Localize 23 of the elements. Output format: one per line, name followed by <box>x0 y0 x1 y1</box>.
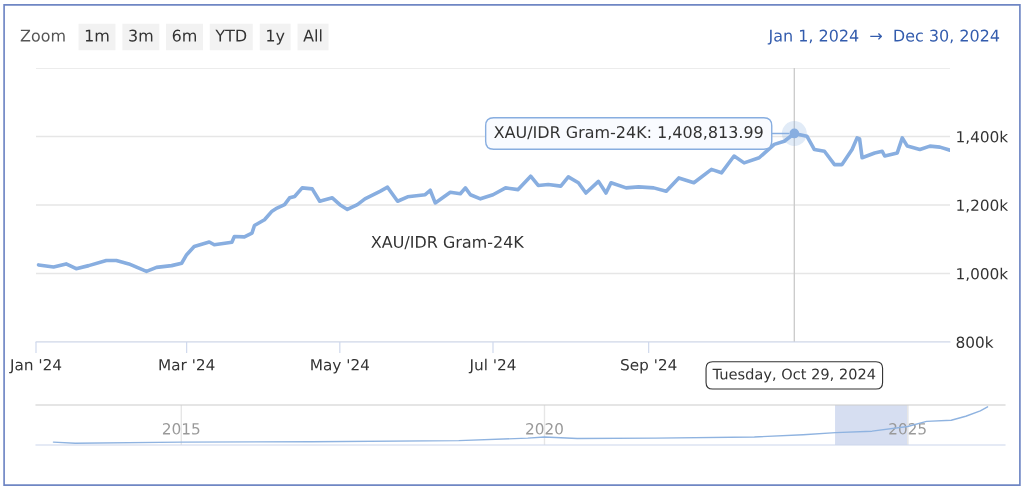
text: YTD <box>215 29 247 42</box>
x-tick-label: Jan '24 <box>9 358 62 374</box>
text: 1m <box>85 29 109 42</box>
annotation: XAU/IDR Gram-24K: 1,408,813.99 <box>494 126 763 140</box>
y-tick-label: 800k <box>956 336 994 349</box>
x-tick-label: Sep '24 <box>621 358 677 374</box>
text: Zoom <box>20 29 65 42</box>
ref-line-label: Tuesday, Oct 29, 2024 <box>712 368 876 383</box>
text: XAU/IDR Gram-24K <box>371 235 525 250</box>
text: 1y <box>267 29 285 45</box>
text: 6m <box>172 29 196 42</box>
y-tick-label: 1,000k <box>957 267 1009 282</box>
x-tick-label: Jul '24 <box>468 358 516 374</box>
text: 3m <box>129 29 153 42</box>
x-tick-label: 2025 <box>889 423 926 435</box>
y-tick-label: 1,400k <box>957 130 1009 145</box>
text: Jan 1, 2024 → Dec 30, 2024 <box>767 29 1000 45</box>
x-tick-label: May '24 <box>311 358 370 374</box>
x-tick-label: 2015 <box>162 423 200 435</box>
text: All <box>303 29 322 42</box>
x-tick-label: Mar '24 <box>159 358 215 371</box>
y-tick-label: 1,200k <box>957 199 1009 213</box>
x-tick-label: 2020 <box>526 423 563 435</box>
